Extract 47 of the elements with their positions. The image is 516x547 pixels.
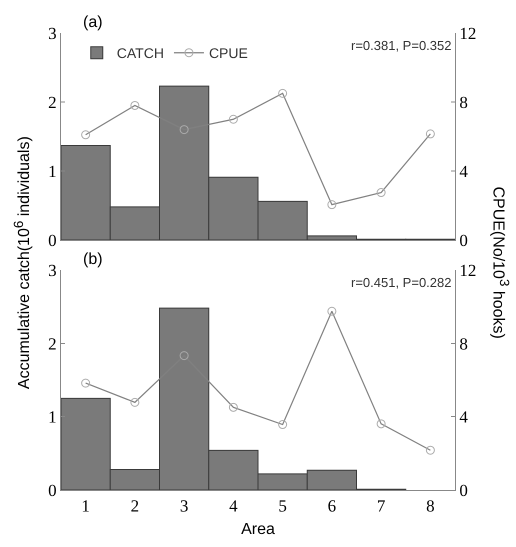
annotation: r=0.451, P=0.282 <box>351 275 452 290</box>
y-tick-label: 2 <box>48 92 57 112</box>
x-tick-label: 3 <box>180 496 188 516</box>
y-tick-label: 1 <box>48 408 57 427</box>
point <box>180 351 189 360</box>
x-tick-label: 1 <box>81 496 90 516</box>
point <box>130 100 140 110</box>
y-tick-label: 3 <box>48 260 57 280</box>
x-tick-label: 4 <box>229 496 238 516</box>
point <box>278 420 288 430</box>
y2-tick-label: 4 <box>459 408 468 427</box>
x-tick-label: 6 <box>328 496 336 516</box>
x-tick-label: 7 <box>376 496 386 516</box>
y2-tick-label: 8 <box>459 92 468 112</box>
point <box>180 125 189 134</box>
text: (a) <box>83 14 103 31</box>
point <box>327 200 336 210</box>
y2-tick-label: 12 <box>459 260 476 280</box>
point <box>81 130 90 140</box>
y-tick-label: 2 <box>48 334 57 354</box>
y2-tick-label: 0 <box>459 480 468 500</box>
x-axis-title: Area <box>241 521 275 538</box>
y-tick-label: 1 <box>48 162 57 181</box>
point <box>426 446 435 455</box>
legend-label: CPUE <box>208 45 248 62</box>
point <box>327 306 336 316</box>
legend-label: CATCH <box>116 45 164 62</box>
point <box>81 378 90 388</box>
y2-tick-label: 12 <box>459 24 476 43</box>
y-tick-label: 0 <box>48 230 57 250</box>
x-tick-label: 2 <box>130 496 140 516</box>
y-tick-label: 3 <box>48 24 57 43</box>
x-tick-label: 5 <box>278 496 287 516</box>
y2-tick-label: 0 <box>459 230 468 250</box>
point <box>376 188 386 198</box>
point <box>130 398 140 407</box>
point <box>426 129 435 138</box>
point <box>376 419 386 428</box>
point <box>228 114 238 124</box>
point <box>228 402 238 412</box>
point <box>278 88 288 98</box>
y2-tick-label: 8 <box>459 334 468 354</box>
text: (b) <box>83 251 103 268</box>
annotation: r=0.381, P=0.352 <box>351 38 452 53</box>
y-tick-label: 0 <box>48 480 57 500</box>
x-tick-label: 8 <box>426 496 435 516</box>
y2-tick-label: 4 <box>459 162 468 181</box>
